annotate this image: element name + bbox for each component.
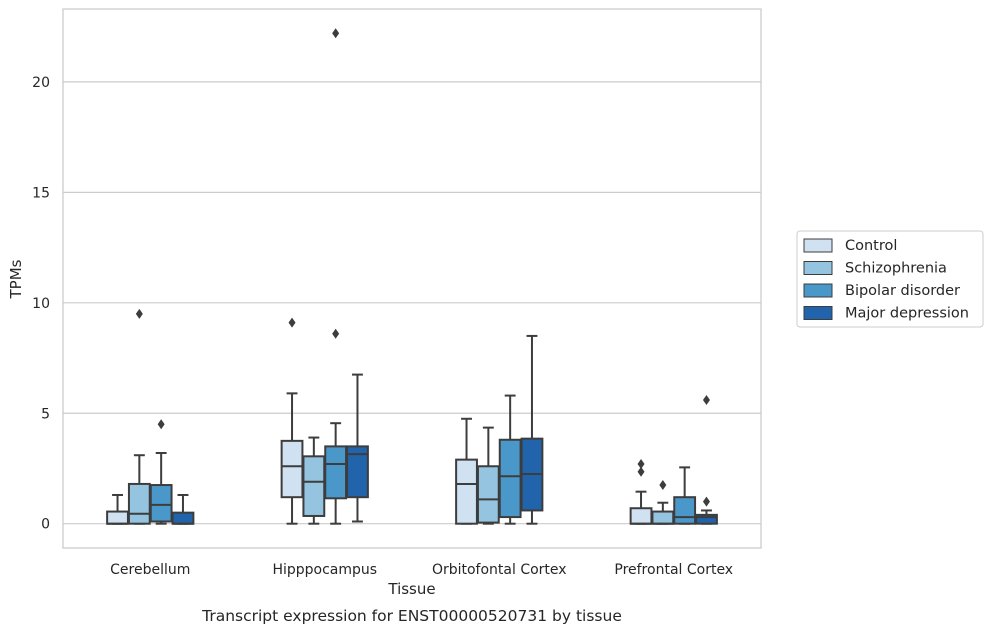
box-0-1	[127, 308, 151, 525]
box-body	[149, 484, 173, 523]
box-1-2	[324, 28, 348, 525]
box-1-1	[302, 436, 326, 525]
legend-swatch	[803, 261, 833, 275]
box-1-3	[346, 373, 369, 523]
y-tick-label: 0	[41, 517, 50, 533]
box-0-2	[149, 419, 173, 525]
outlier-point	[332, 28, 340, 39]
box-2-0	[455, 417, 478, 525]
plot-frame	[62, 8, 762, 549]
box-body	[673, 496, 697, 525]
box-body	[127, 482, 151, 525]
legend-label: Schizophrenia	[845, 261, 947, 277]
legend-label: Control	[845, 238, 897, 254]
box-3-3	[695, 394, 718, 525]
box-body	[476, 465, 500, 524]
box-body	[324, 445, 348, 500]
box-2-3	[520, 334, 544, 525]
outlier-point	[637, 466, 645, 477]
legend-swatch	[803, 283, 833, 298]
box-body	[629, 507, 653, 525]
box-body	[171, 511, 195, 525]
x-tick-label: Cerebellum	[110, 562, 190, 578]
outlier-point	[637, 459, 645, 470]
legend-swatch	[803, 238, 833, 253]
box-3-1	[651, 480, 675, 525]
y-tick-labels: 0 5 10 15 20	[32, 75, 50, 533]
legend-frame	[796, 230, 984, 328]
outlier-point	[332, 328, 340, 339]
outlier-point	[702, 394, 710, 405]
legend: Control Schizophrenia Bipolar disorder Majo…	[796, 230, 984, 328]
chart-title: Transcript expression for ENST0000052073…	[201, 607, 622, 625]
outlier-point	[659, 480, 667, 491]
box-3-0	[629, 459, 653, 525]
y-axis-label: TPMs	[7, 259, 25, 299]
box-3-2	[673, 466, 697, 525]
x-tick-label: Hipppocampus	[272, 562, 377, 578]
box-body	[346, 445, 369, 499]
box-body	[455, 458, 478, 525]
y-tick-label: 5	[41, 406, 50, 422]
x-tick-label: Prefrontal Cortex	[614, 562, 733, 578]
x-tick-labels: Cerebellum Hipppocampus Orbitofontal Corte…	[110, 562, 733, 578]
y-tick-label: 20	[32, 75, 50, 91]
outlier-point	[702, 496, 710, 507]
box-0-0	[106, 493, 129, 525]
box-body	[695, 513, 718, 525]
box-2-2	[498, 394, 522, 525]
legend-label: Bipolar disorder	[845, 283, 960, 299]
y-tick-label: 15	[32, 185, 50, 201]
outlier-point	[157, 419, 165, 430]
box-body	[280, 439, 304, 499]
box-series	[106, 28, 718, 525]
x-tick-label: Orbitofontal Cortex	[432, 562, 567, 578]
legend-label: Major depression	[845, 306, 969, 322]
y-tick-label: 10	[32, 296, 50, 312]
box-1-0	[280, 317, 304, 525]
box-body	[302, 455, 326, 517]
box-body	[106, 510, 129, 525]
box-body	[498, 438, 522, 519]
box-0-3	[171, 493, 195, 525]
box-body	[651, 510, 675, 525]
gridlines	[63, 81, 761, 525]
outlier-point	[288, 317, 296, 328]
x-axis-label: Tissue	[387, 580, 435, 598]
legend-swatch	[803, 306, 833, 320]
box-2-1	[476, 426, 500, 525]
outlier-point	[135, 308, 143, 319]
